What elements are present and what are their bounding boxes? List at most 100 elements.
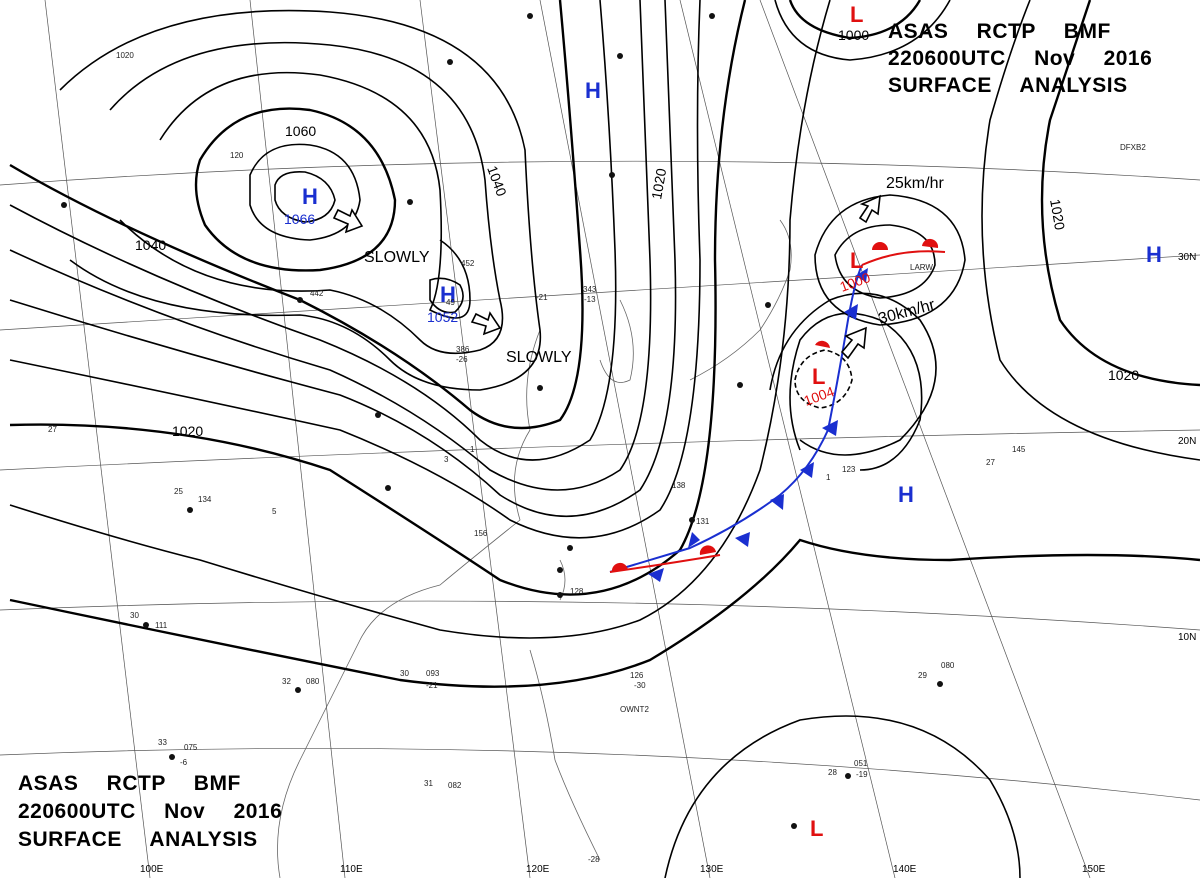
station-value: 134 [198,495,212,504]
high-pressure-letter: H [585,78,601,103]
station-value: 5 [272,507,277,516]
low-center: L 1000 [838,248,873,295]
low-pressure-value: 1000 [838,269,873,295]
station-value: 33 [158,738,167,747]
low-pressure-letter: L [850,248,863,273]
isobar-1044 [59,9,542,391]
isobar-1008-ring [769,292,937,456]
isobar-southeast-ring [664,715,1021,878]
high-pressure-letter: H [440,282,456,307]
isobar-label: 1040 [484,164,510,199]
station-dot [689,517,695,523]
isobar-1060 [194,107,397,272]
longitude-line-130e [539,0,711,878]
station-value: 343 [583,285,597,294]
station-value: -21 [426,681,438,690]
warm-front-semicircles [611,238,939,572]
station-value: 111 [155,621,168,630]
station-value: -21 [536,293,548,302]
cold-front-triangle [735,532,750,547]
latitude-line-30n [0,254,1200,331]
longitude-label: 120E [526,864,550,875]
latitude-line-0 [0,748,1200,801]
station-dot [527,13,533,19]
isobar-1028 [9,0,677,518]
low-pressure-letter: L [812,364,825,389]
station-value: -26 [456,355,468,364]
isobar-label: 1020 [172,423,203,439]
station-value: -30 [634,681,646,690]
warm-front-bump [872,242,888,250]
station-text: DFXB2 [1120,143,1146,152]
isobar-1052 [429,277,464,314]
station-value: 1020 [116,51,134,60]
warm-front-bump [922,238,939,248]
cold-front-triangle [844,304,858,320]
station-value: 28 [828,768,837,777]
longitude-line-110e [249,0,346,878]
isobar-labels: 1060 1040 1040 1020 1020 1020 1020 1000 [135,27,1139,439]
station-dot [447,59,453,65]
warm-front-line [861,250,946,266]
isobar-1064 [249,143,361,241]
station-markers [61,13,943,829]
station-value: -13 [584,295,596,304]
station-dot [169,754,175,760]
isobar-1012-south [9,538,1200,688]
korea-peninsula [599,299,634,383]
station-value: 30 [130,611,139,620]
warm-front-bump [815,340,830,348]
isobar-1012-ring [789,312,923,471]
station-dot [295,687,301,693]
station-value: 31 [424,779,433,788]
cold-front-line [609,264,863,573]
station-value: 093 [426,669,440,678]
station-value: 080 [306,677,320,686]
station-dot [609,172,615,178]
isobar-label: 1000 [838,27,869,43]
isobars [9,0,1200,878]
station-value: 126 [630,671,644,680]
cold-front-triangle [770,494,784,510]
header-agency: ASAS RCTP BMF [18,772,241,795]
isobar-1048 [109,41,504,355]
cold-front-triangle [822,420,838,436]
arrow-icon [840,326,867,360]
arrow-icon [470,311,502,336]
station-dot [407,199,413,205]
station-value: 145 [1012,445,1026,454]
isobar-1024 [9,0,701,539]
indochina-coast [277,639,361,878]
isobar-1056 [159,71,471,319]
station-value: 25 [174,487,183,496]
station-value: 138 [672,481,686,490]
frontal-system [609,238,946,582]
station-dot [557,592,563,598]
high-pressure-letter: H [898,482,914,507]
longitude-line-150e [759,0,1091,878]
japan-islands [689,219,792,381]
china-coast [359,329,541,641]
station-value: 156 [474,529,488,538]
motion-label: 30km/hr [877,296,938,328]
isobar-1036 [9,0,617,461]
warm-front-bump [611,562,628,572]
low-pressure-letter: L [850,2,863,27]
isobar-1032 [9,0,652,491]
station-value: 30 [400,669,409,678]
header-product: SURFACE ANALYSIS [888,74,1128,97]
arrow-icon [332,208,364,234]
station-value: 075 [184,743,198,752]
station-value: 1 [826,473,831,482]
station-dot [567,545,573,551]
header-time: 220600UTC Nov 2016 [888,47,1153,70]
cold-front-triangles [648,268,868,582]
longitude-label: 130E [700,864,724,875]
arrow-icon [858,194,881,224]
station-dot [791,823,797,829]
station-value: 452 [461,259,475,268]
station-value: -6 [180,758,188,767]
low-center: L 1004 [802,364,837,409]
